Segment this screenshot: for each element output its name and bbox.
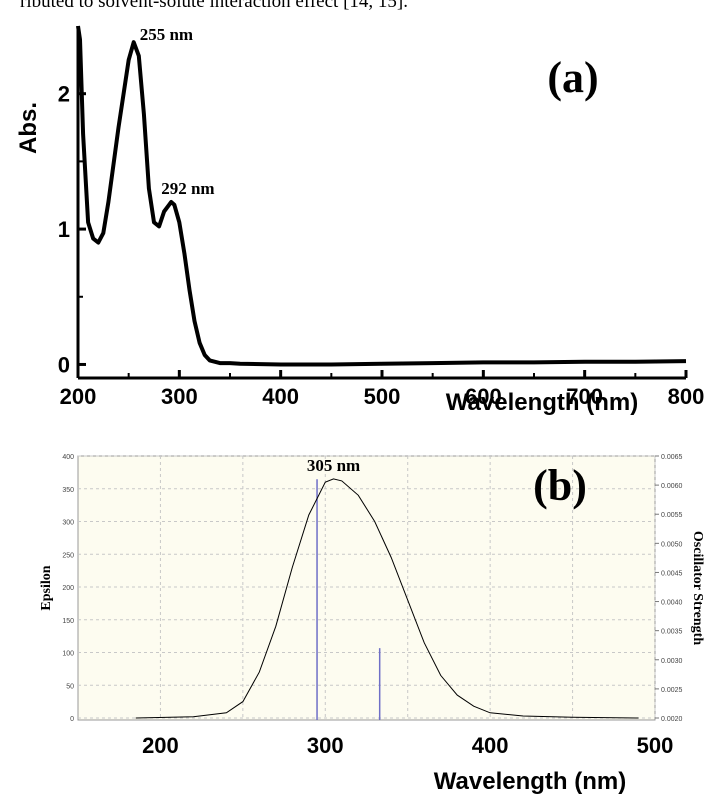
panel-b-y2-tick-label: 0.0020 <box>661 716 683 723</box>
panel-a-x-axis-label: Wavelength (nm) <box>446 389 638 416</box>
panel-b-y2-tick-label: 0.0055 <box>661 512 683 519</box>
panel-b-y2-tick-label: 0.0035 <box>661 629 683 636</box>
panel-b-plot-area <box>77 455 656 721</box>
panel-b-peak-label: 305 nm <box>307 456 360 475</box>
panel-b-y-tick-label: 300 <box>62 520 74 527</box>
panel-a-y-axis-label: Abs. <box>15 102 42 154</box>
panel-b-y-tick-label: 100 <box>62 651 74 658</box>
panel-a-x-tick-label: 400 <box>262 384 299 409</box>
panel-b-y2-tick-label: 0.0025 <box>661 687 683 694</box>
panel-b-y-tick-label: 250 <box>62 552 74 559</box>
panel-a-y-tick-label: 2 <box>58 82 70 107</box>
panel-a-x-tick-label: 500 <box>364 384 401 409</box>
panel-a-x-tick-label: 800 <box>668 384 705 409</box>
panel-b-x-tick-label: 500 <box>637 733 674 758</box>
panel-a-x-tick-label: 600 <box>465 384 502 409</box>
panel-a-peak-label: 255 nm <box>140 25 193 44</box>
panel-b-y2-tick-label: 0.0045 <box>661 570 683 577</box>
panel-b-y-tick-label: 0 <box>70 716 74 723</box>
panel-b-x-axis-label: Wavelength (nm) <box>434 768 626 795</box>
chart-panel-a: 200 300 400 500 600 700 800 0 1 2 255 nm 292 nm Ab… <box>15 25 704 416</box>
panel-b-label: (b) <box>533 461 587 510</box>
panel-b-y-tick-label: 350 <box>62 487 74 494</box>
absorbance-curve <box>76 25 687 367</box>
panel-a-x-tick-label: 700 <box>566 384 603 409</box>
panel-a-label: (a) <box>547 53 598 102</box>
panel-a-y-tick-label: 0 <box>58 352 70 377</box>
panel-b-y2-tick-label: 0.0065 <box>661 454 683 461</box>
panel-b-y2-tick-label: 0.0050 <box>661 541 683 548</box>
panel-b-y-tick-label: 50 <box>66 683 74 690</box>
panel-b-y2-axis-label: Oscillator Strength <box>690 531 705 645</box>
panel-b-x-tick-label: 200 <box>142 733 179 758</box>
panel-a-peak-label: 292 nm <box>161 179 214 198</box>
panel-a-x-tick-label: 300 <box>161 384 198 409</box>
panel-b-y2-tick-label: 0.0060 <box>661 483 683 490</box>
panel-a-y-tick-label: 1 <box>58 217 70 242</box>
panel-b-y-tick-label: 150 <box>62 618 74 625</box>
panel-b-y2-tick-label: 0.0030 <box>661 658 683 665</box>
caption-fragment: ributed to solvent-solute interaction ef… <box>20 0 408 12</box>
chart-panel-b: 0 50 100 150 200 250 300 350 400 0.0020 0.0025 0.00… <box>39 454 705 795</box>
panel-b-y-tick-label: 200 <box>62 585 74 592</box>
epsilon-curve <box>135 478 639 719</box>
panel-b-y-tick-label: 400 <box>62 454 74 461</box>
panel-b-y2-tick-label: 0.0040 <box>661 600 683 607</box>
panel-b-y-axis-label: Epsilon <box>39 565 54 610</box>
panel-a-x-tick-label: 200 <box>60 384 97 409</box>
panel-b-x-tick-label: 300 <box>307 733 344 758</box>
panel-b-x-tick-label: 400 <box>472 733 509 758</box>
